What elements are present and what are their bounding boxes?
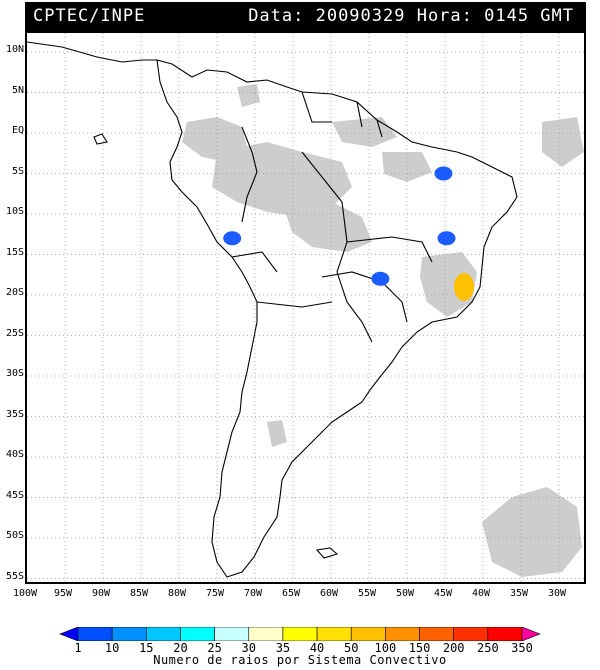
longitude-label: 45W [433,588,453,599]
longitude-label: 80W [167,588,187,599]
datetime-label: Data: 20090329 Hora: 0145 GMT [248,6,574,26]
latitude-label: 5N [11,84,24,96]
latitude-label: 10S [5,206,24,217]
longitude-label: 95W [53,588,73,599]
cloud-ne-brazil [382,152,432,182]
colorbar-label: 15 [139,641,154,655]
lightning-cluster [223,231,242,246]
colorbar-label: 30 [241,641,256,655]
cloud-atlantic-east [542,117,584,167]
central-america-outline [27,41,157,63]
longitude-label: 70W [243,588,263,599]
cloud-south-atlantic [482,487,582,577]
latitude-label: 35S [5,408,24,420]
cloud-caribbean [237,84,260,107]
colorbar-segment [385,627,420,641]
colorbar-segment [180,627,215,641]
falkland-islands [315,547,339,559]
longitude-label: 65W [281,588,301,599]
colorbar-label: 150 [408,641,431,655]
lightning-clusters [223,166,474,301]
colorbar-segment [316,627,352,641]
colorbar-label: 50 [343,641,359,655]
latitude-label: 40S [5,449,24,460]
latitude-label: 55S [5,570,24,582]
latitude-label: 20S [5,287,24,298]
graticule [27,33,584,582]
colorbar-label: 35 [275,641,291,655]
colorbar-segment [248,627,284,641]
colorbar [59,627,541,641]
cloud-guianas [332,117,397,147]
lightning-cluster [371,271,390,286]
latitude-label: 50S [5,530,24,541]
longitude-label: 85W [129,588,149,599]
colorbar-segment [419,627,454,641]
south-america-outline [156,59,518,578]
source-label: CPTEC/INPE [33,6,146,26]
colorbar-segment [111,627,147,641]
colorbar-segment [77,627,113,641]
colorbar-segment [350,627,386,641]
map-header: CPTEC/INPE Data: 20090329 Hora: 0145 GMT [25,2,586,31]
longitude-label: 50W [395,588,415,599]
coastline [27,41,518,578]
longitude-label: 30W [547,588,567,599]
latitude-label: 5S [11,165,24,177]
latitude-label: 25S [5,327,24,339]
colorbar-label: 1 [74,641,82,655]
colorbar-low-arrow [59,627,79,641]
colorbar-high-arrow [521,627,541,641]
cloud-cover [182,84,584,577]
longitude-label: 100W [12,588,38,599]
colorbar-label: 25 [207,641,222,655]
latitude-label: 30S [5,368,24,379]
map-canvas [27,33,584,582]
map-panel [25,31,586,584]
colorbar-label: 250 [477,641,499,655]
colorbar-label: 40 [309,641,325,655]
longitude-label: 35W [509,588,529,599]
colorbar-label: 200 [442,641,465,655]
colorbar-segment [146,627,181,641]
latitude-label: 10N [5,44,24,55]
cloud-nw-andes [182,117,247,162]
latitude-label: 45S [5,489,24,501]
lightning-cluster [454,272,474,301]
colorbar-segment [453,627,489,641]
colorbar-label: 10 [104,641,120,655]
colorbar-segment [214,627,250,641]
lightning-cluster [434,166,453,181]
cloud-central-brazil [282,202,372,252]
colorbar-label: 350 [511,641,533,655]
latitude-label: EQ [11,125,24,136]
latitude-label: 15S [5,246,24,258]
galapagos [93,133,108,145]
lightning-cluster [437,231,456,246]
cloud-pacific-south [267,420,287,447]
longitude-label: 75W [205,588,225,599]
longitude-label: 40W [471,588,491,599]
colorbar-segment [282,627,318,641]
colorbar-label: 20 [173,641,188,655]
longitude-label: 60W [319,588,339,599]
longitude-label: 90W [91,588,111,599]
colorbar-segment [487,627,523,641]
colorbar-caption: Numero de raios por Sistema Convectivo [153,653,447,667]
longitude-label: 55W [357,588,377,599]
colorbar-label: 100 [374,641,397,655]
